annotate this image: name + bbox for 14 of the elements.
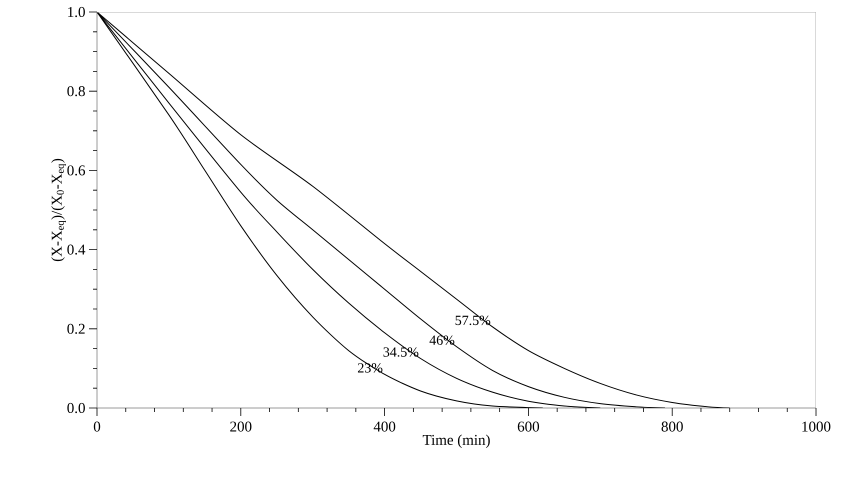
- y-tick-label: 0.2: [67, 324, 85, 334]
- y-axis-title: (X-X$_{eq}$)/(X$_{0}$-X$_{eq}$): [51, 158, 66, 262]
- x-tick-label: 400: [374, 422, 396, 432]
- y-tick-label: 0.6: [67, 165, 86, 176]
- y-tick-label: 0.4: [67, 244, 86, 255]
- y-tick-label: 0.0: [67, 402, 85, 414]
- x-tick-label: 200: [230, 422, 252, 432]
- x-axis-title: Time (min): [422, 434, 490, 448]
- x-tick-label: 600: [518, 422, 540, 432]
- x-tick-label: 0: [94, 422, 100, 432]
- y-tick-label: 0.8: [67, 86, 85, 96]
- x-tick-label: 1000: [802, 422, 830, 432]
- y-tick-label: 1.0: [68, 6, 85, 18]
- x-tick-label: 800: [662, 422, 683, 432]
